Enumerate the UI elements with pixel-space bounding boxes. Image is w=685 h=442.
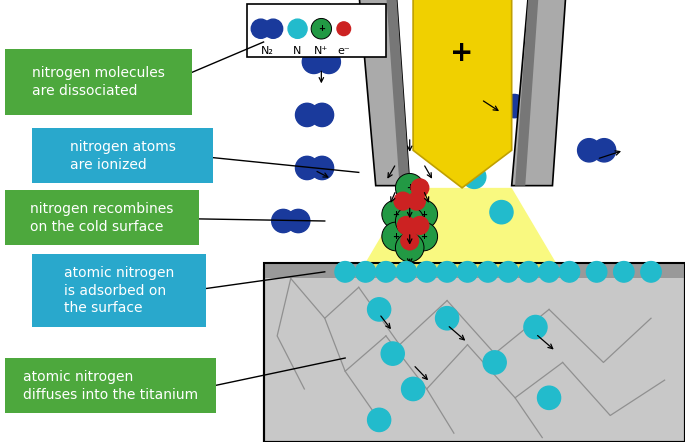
Ellipse shape xyxy=(498,262,519,282)
Text: nitrogen molecules
are dissociated: nitrogen molecules are dissociated xyxy=(32,66,165,98)
Text: +: + xyxy=(393,210,399,219)
Text: e⁻: e⁻ xyxy=(338,46,350,56)
Ellipse shape xyxy=(539,262,559,282)
Polygon shape xyxy=(359,188,562,274)
Ellipse shape xyxy=(524,316,547,339)
Text: +: + xyxy=(318,24,325,33)
Ellipse shape xyxy=(586,262,607,282)
FancyBboxPatch shape xyxy=(5,49,192,115)
Ellipse shape xyxy=(416,262,437,282)
Ellipse shape xyxy=(381,342,404,365)
FancyBboxPatch shape xyxy=(32,254,206,327)
Ellipse shape xyxy=(395,233,424,262)
Bar xyxy=(264,270,685,442)
Ellipse shape xyxy=(317,50,340,73)
Ellipse shape xyxy=(477,262,498,282)
Text: N⁺: N⁺ xyxy=(314,46,329,56)
Ellipse shape xyxy=(287,210,310,232)
Ellipse shape xyxy=(577,139,601,162)
Ellipse shape xyxy=(382,200,410,229)
Text: +: + xyxy=(420,232,427,241)
Text: nitrogen recombines
on the cold surface: nitrogen recombines on the cold surface xyxy=(30,202,174,234)
Ellipse shape xyxy=(356,262,376,282)
Ellipse shape xyxy=(614,262,634,282)
Ellipse shape xyxy=(397,217,415,234)
Ellipse shape xyxy=(310,103,334,126)
Ellipse shape xyxy=(382,222,410,251)
Text: N₂: N₂ xyxy=(260,46,273,56)
Ellipse shape xyxy=(272,210,295,232)
Ellipse shape xyxy=(409,200,438,229)
Ellipse shape xyxy=(368,408,390,431)
Ellipse shape xyxy=(302,50,325,73)
Ellipse shape xyxy=(462,55,485,78)
Ellipse shape xyxy=(559,262,580,282)
Ellipse shape xyxy=(538,386,560,409)
Polygon shape xyxy=(359,0,410,186)
Text: +: + xyxy=(450,39,474,67)
Ellipse shape xyxy=(335,262,356,282)
Bar xyxy=(264,263,685,278)
Ellipse shape xyxy=(264,19,283,38)
Ellipse shape xyxy=(395,206,424,236)
Ellipse shape xyxy=(337,22,351,35)
Text: +: + xyxy=(393,232,399,241)
Ellipse shape xyxy=(483,351,506,374)
Ellipse shape xyxy=(411,217,429,234)
Text: +: + xyxy=(406,217,413,225)
Ellipse shape xyxy=(519,262,539,282)
Ellipse shape xyxy=(477,55,500,78)
Ellipse shape xyxy=(311,19,332,39)
Bar xyxy=(264,263,685,442)
Ellipse shape xyxy=(408,192,425,210)
Polygon shape xyxy=(515,0,539,186)
Ellipse shape xyxy=(518,95,541,118)
Ellipse shape xyxy=(310,156,334,179)
Text: nitrogen atoms
are ionized: nitrogen atoms are ionized xyxy=(70,140,175,172)
Ellipse shape xyxy=(395,173,424,202)
Ellipse shape xyxy=(409,222,438,251)
Ellipse shape xyxy=(437,262,458,282)
Ellipse shape xyxy=(401,377,425,400)
Ellipse shape xyxy=(401,232,419,250)
Ellipse shape xyxy=(436,307,459,330)
Ellipse shape xyxy=(396,262,416,282)
Polygon shape xyxy=(512,0,566,186)
Ellipse shape xyxy=(251,19,271,38)
Ellipse shape xyxy=(368,298,390,321)
Ellipse shape xyxy=(490,201,513,224)
Polygon shape xyxy=(386,0,410,186)
Text: atomic nitrogen
diffuses into the titanium: atomic nitrogen diffuses into the titani… xyxy=(23,370,198,402)
FancyBboxPatch shape xyxy=(247,4,386,57)
Ellipse shape xyxy=(376,262,396,282)
Ellipse shape xyxy=(295,103,319,126)
Text: +: + xyxy=(420,210,427,219)
Polygon shape xyxy=(413,0,512,188)
Text: N: N xyxy=(293,46,302,56)
FancyBboxPatch shape xyxy=(32,128,212,183)
Ellipse shape xyxy=(411,179,429,197)
Ellipse shape xyxy=(641,262,661,282)
Ellipse shape xyxy=(295,156,319,179)
Ellipse shape xyxy=(288,19,307,38)
Ellipse shape xyxy=(503,95,526,118)
Text: +: + xyxy=(406,243,413,252)
Ellipse shape xyxy=(463,165,486,188)
Ellipse shape xyxy=(458,262,477,282)
Text: atomic nitrogen
is adsorbed on
the surface: atomic nitrogen is adsorbed on the surfa… xyxy=(64,266,174,316)
FancyBboxPatch shape xyxy=(5,190,199,245)
Text: +: + xyxy=(406,183,413,192)
Ellipse shape xyxy=(593,139,616,162)
Ellipse shape xyxy=(394,192,412,210)
FancyBboxPatch shape xyxy=(5,358,216,413)
